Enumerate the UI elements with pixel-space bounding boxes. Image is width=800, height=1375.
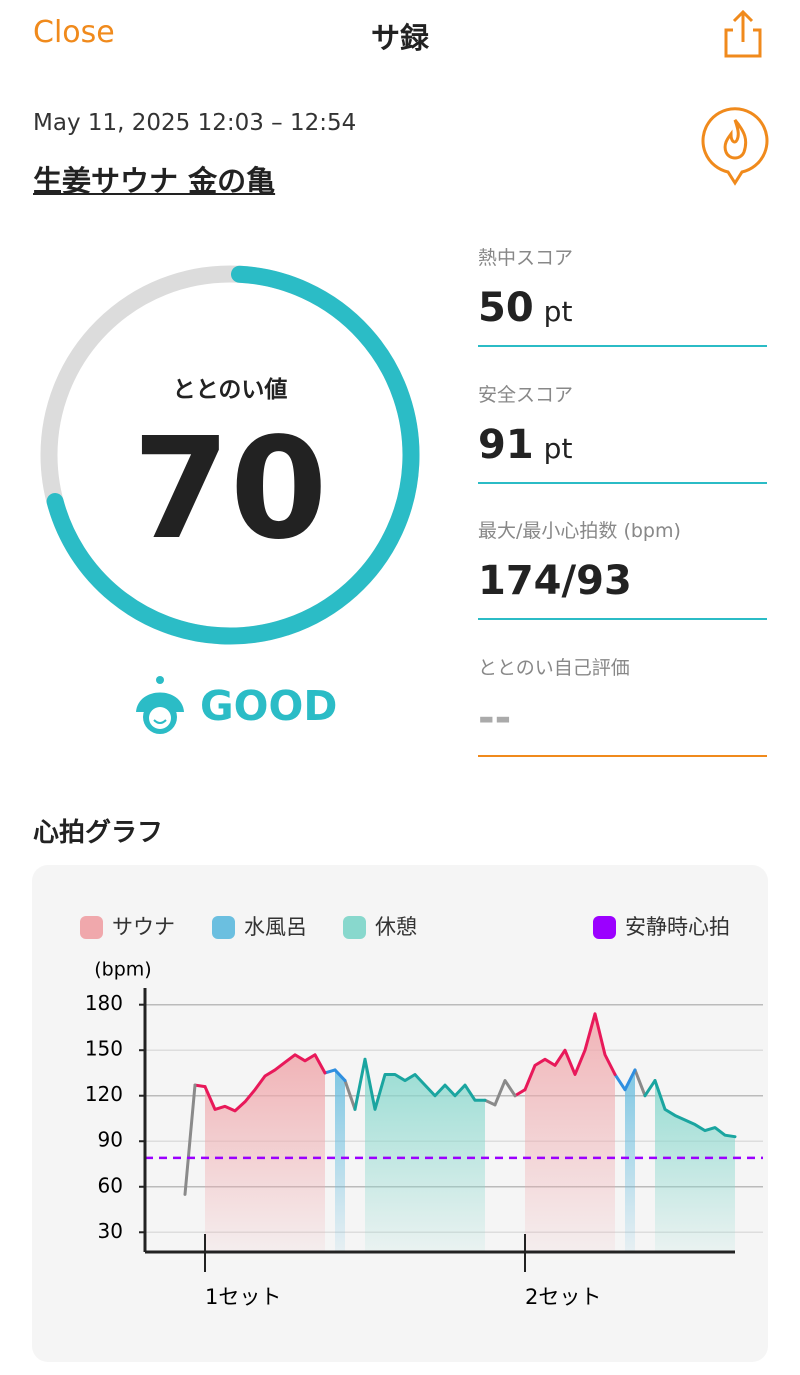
place-link[interactable]: 生姜サウナ 金の亀 — [33, 164, 276, 198]
session-datetime: May 11, 2025 12:03 – 12:54 — [33, 110, 357, 136]
fire-pin-icon[interactable] — [701, 107, 769, 186]
stat-number: -- — [478, 694, 512, 741]
stat-value: -- — [478, 695, 511, 741]
line-connector — [193, 1083, 207, 1089]
mascot-icon — [136, 676, 184, 734]
section-title: 心拍グラフ — [33, 818, 164, 848]
line-connector — [643, 1079, 657, 1098]
line-connector — [343, 1079, 357, 1111]
legend-swatch — [343, 916, 366, 939]
legend-label: サウナ — [112, 915, 175, 939]
area — [205, 1054, 325, 1252]
line-connector — [633, 1068, 647, 1098]
stat-number: 91 — [478, 421, 534, 468]
area — [655, 1080, 735, 1252]
stat-label: 最大/最小心拍数 (bpm) — [478, 520, 681, 542]
score-rating: GOOD — [200, 682, 338, 730]
stat-label: 熱中スコア — [478, 247, 574, 269]
legend-label: 休憩 — [375, 915, 417, 939]
stat-value: 50 pt — [478, 285, 572, 331]
line-connector — [613, 1072, 627, 1092]
area — [335, 1069, 345, 1252]
x-tick-label: 2セット — [525, 1285, 601, 1309]
stat-underline — [478, 345, 767, 347]
stat-number: 50 — [478, 285, 534, 331]
y-tick-label: 150 — [85, 1037, 123, 1061]
stat-underline — [478, 754, 767, 757]
stat-value: 174/93 — [478, 558, 632, 604]
area — [525, 1013, 615, 1252]
legend-swatch — [212, 916, 235, 939]
heart-rate-line — [333, 1068, 637, 1092]
y-axis-label: (bpm) — [94, 959, 151, 981]
share-icon[interactable] — [724, 9, 762, 58]
line-connector — [483, 1098, 497, 1107]
line-connector — [513, 1088, 527, 1098]
x-tick-label: 1セット — [205, 1285, 281, 1309]
legend-label: 安静時心拍 — [625, 915, 730, 939]
stat-value: 91 pt — [478, 422, 572, 468]
heart-rate-line — [203, 1012, 617, 1113]
line-connector — [323, 1068, 337, 1075]
stat-label: ととのい自己評価 — [478, 656, 630, 679]
area — [625, 1069, 635, 1252]
score-value: 70 — [132, 408, 328, 571]
stat-unit: pt — [543, 431, 573, 465]
y-tick-label: 120 — [85, 1082, 123, 1106]
stat-number: 174/93 — [478, 558, 632, 604]
y-tick-label: 180 — [85, 991, 123, 1015]
screen-title: サ録 — [370, 21, 429, 55]
stat-label: 安全スコア — [478, 383, 574, 406]
y-tick-label: 30 — [98, 1219, 123, 1243]
legend-swatch — [80, 916, 103, 939]
stat-underline — [478, 618, 767, 620]
stat-underline — [478, 481, 767, 484]
legend-label: 水風呂 — [244, 915, 307, 939]
area — [365, 1059, 485, 1252]
y-tick-label: 60 — [98, 1173, 123, 1197]
heart-rate-line — [363, 1057, 737, 1139]
score-label: ととのい値 — [172, 377, 288, 403]
ring-progress — [40, 265, 420, 645]
y-tick-label: 90 — [98, 1128, 123, 1152]
legend-swatch — [593, 916, 616, 939]
line-connector — [353, 1057, 367, 1111]
close-button[interactable]: Close — [33, 15, 115, 50]
stat-unit: pt — [543, 295, 573, 328]
